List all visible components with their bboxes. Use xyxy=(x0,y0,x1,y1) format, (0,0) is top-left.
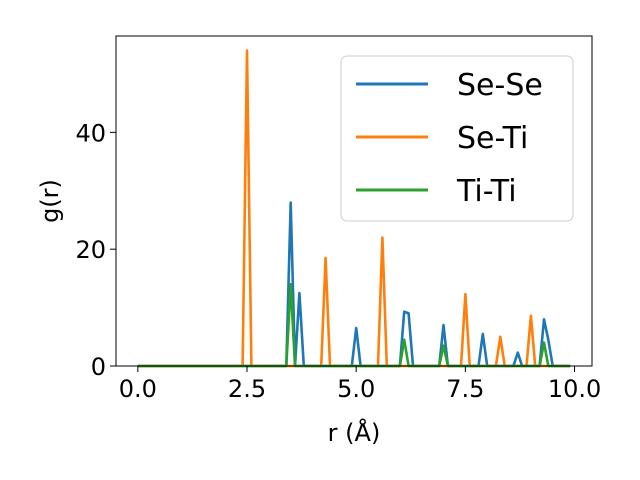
legend-label-se-se: Se-Se xyxy=(457,68,543,103)
x-tick-label: 2.5 xyxy=(228,375,266,403)
x-tick-label: 7.5 xyxy=(446,375,484,403)
x-tick-label: 0.0 xyxy=(119,375,157,403)
legend-label-se-ti: Se-Ti xyxy=(457,121,528,156)
y-tick-label: 40 xyxy=(75,119,106,147)
x-tick-label: 10.0 xyxy=(548,375,601,403)
ticks-layer: 0.0 2.5 5.0 7.5 10.0 0 20 40 xyxy=(75,119,601,403)
plot-frame xyxy=(115,35,593,367)
y-axis-label: g(r) xyxy=(36,179,64,223)
x-axis-label: r (Å) xyxy=(328,418,381,447)
legend: Se-Se Se-Ti Ti-Ti xyxy=(340,55,574,222)
legend-label-ti-ti: Ti-Ti xyxy=(456,174,517,209)
y-tick-label: 0 xyxy=(91,353,106,381)
x-tick-label: 5.0 xyxy=(337,375,375,403)
series-line-se-se xyxy=(137,201,571,368)
legend-frame xyxy=(340,55,574,222)
y-tick-label: 20 xyxy=(75,236,106,264)
